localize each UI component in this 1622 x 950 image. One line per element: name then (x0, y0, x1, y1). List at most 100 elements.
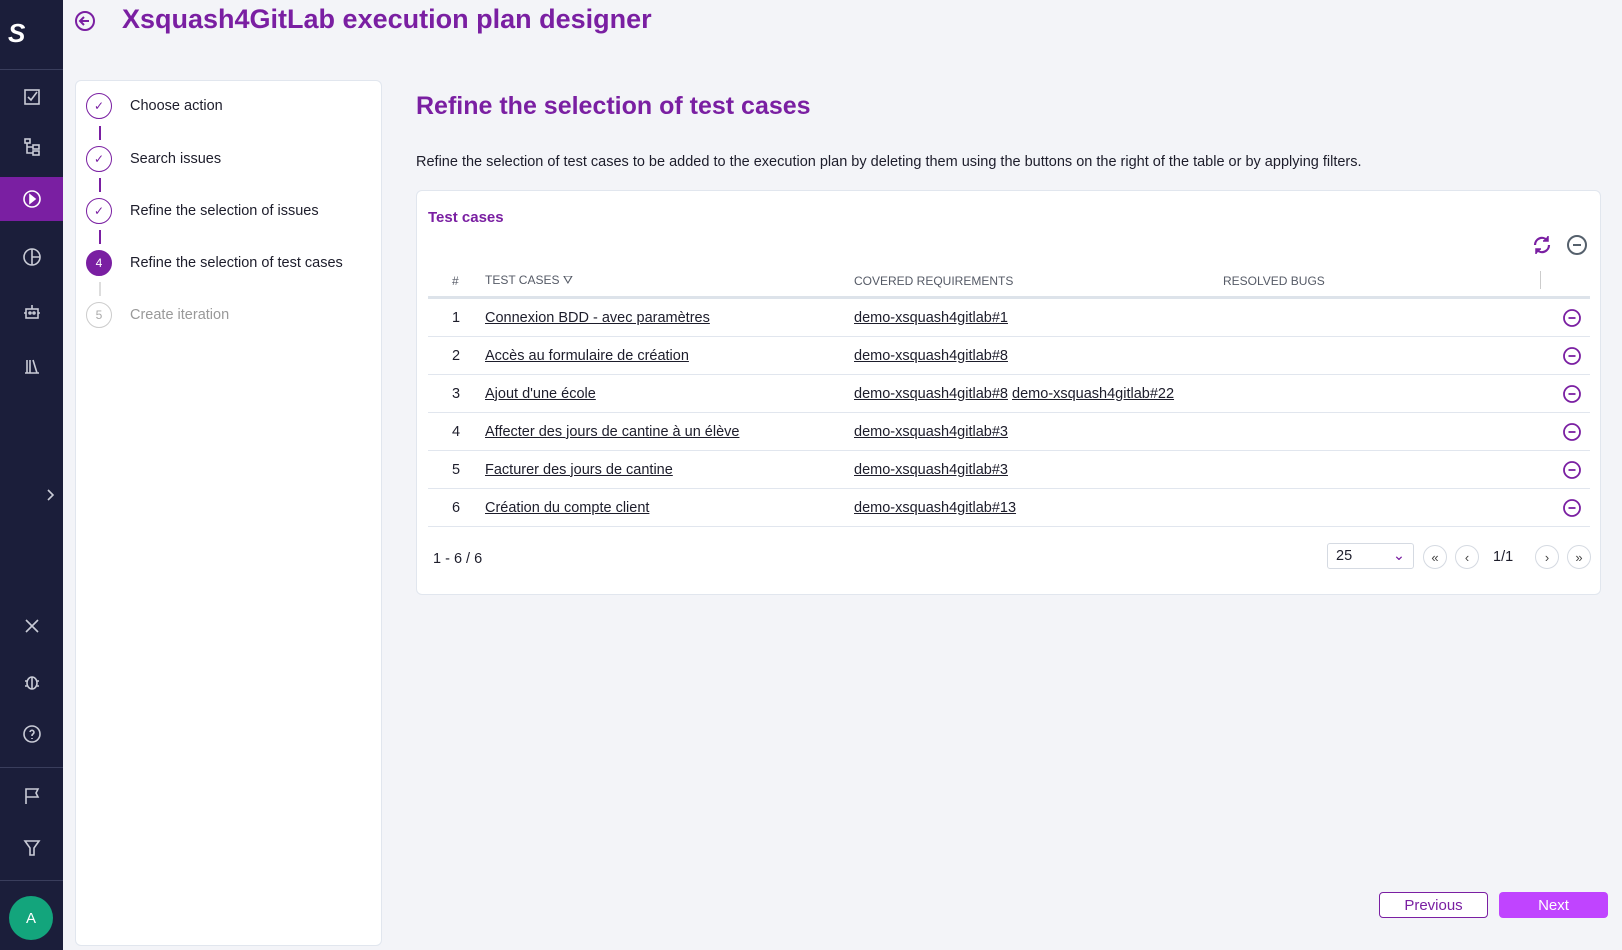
section-heading: Refine the selection of test cases (416, 92, 811, 120)
page-size-value: 25 (1336, 548, 1353, 564)
check-icon: ✓ (86, 146, 112, 172)
col-resolved-bugs: RESOLVED BUGS (1223, 273, 1325, 288)
divider (0, 880, 63, 881)
row-number: 2 (452, 347, 461, 364)
covered-requirements: demo-xsquash4gitlab#3 (854, 462, 1008, 478)
test-case-link[interactable]: Ajout d'une école (485, 385, 596, 402)
bug-icon[interactable] (0, 660, 63, 704)
step-number: 5 (86, 302, 112, 328)
remove-row-icon[interactable] (1562, 498, 1582, 518)
row-number: 6 (452, 499, 461, 516)
requirement-link[interactable]: demo-xsquash4gitlab#13 (854, 499, 1017, 516)
remove-row-icon[interactable] (1562, 308, 1582, 328)
step-choose-action: ✓ Choose action (86, 93, 223, 119)
remove-all-icon[interactable] (1566, 234, 1588, 256)
next-page-button[interactable]: › (1535, 545, 1559, 569)
col-test-cases[interactable]: TEST CASES ⛛ (485, 273, 573, 288)
filter-icon[interactable] (0, 826, 63, 870)
step-label: Choose action (130, 98, 223, 114)
col-divider (1540, 271, 1541, 289)
expand-chevron-icon[interactable] (18, 473, 81, 517)
step-label: Search issues (130, 151, 222, 167)
last-page-button[interactable]: » (1567, 545, 1591, 569)
automation-robot-icon[interactable] (0, 290, 63, 334)
remove-row-icon[interactable] (1562, 384, 1582, 404)
range-label: 1 - 6 / 6 (433, 551, 483, 567)
test-cases-table: # TEST CASES ⛛ COVERED REQUIREMENTS RESO… (428, 265, 1590, 527)
milestone-flag-icon[interactable] (0, 774, 63, 818)
row-number: 4 (452, 423, 461, 440)
table-row: 6 Création du compte client demo-xsquash… (428, 489, 1590, 527)
chevron-down-icon: ⌄ (1392, 548, 1405, 564)
step-search-issues: ✓ Search issues (86, 146, 221, 172)
tools-icon[interactable] (0, 604, 63, 648)
step-refine-issues: ✓ Refine the selection of issues (86, 198, 319, 224)
squash-logo[interactable]: S (8, 18, 26, 48)
table-row: 2 Accès au formulaire de création demo-x… (428, 337, 1590, 375)
divider (0, 767, 63, 768)
check-icon: ✓ (86, 93, 112, 119)
back-arrow-icon[interactable] (74, 10, 96, 32)
row-number: 1 (452, 309, 461, 326)
step-label: Refine the selection of issues (130, 203, 319, 219)
test-case-link[interactable]: Facturer des jours de cantine (485, 461, 673, 478)
page-size-select[interactable]: 25 ⌄ (1327, 543, 1414, 569)
avatar[interactable]: A (9, 896, 53, 940)
covered-requirements: demo-xsquash4gitlab#13 (854, 500, 1016, 516)
test-case-link[interactable]: Accès au formulaire de création (485, 347, 689, 364)
table-row: 4 Affecter des jours de cantine à un élè… (428, 413, 1590, 451)
step-refine-test-cases: 4 Refine the selection of test cases (86, 250, 343, 276)
test-case-link[interactable]: Affecter des jours de cantine à un élève (485, 423, 740, 440)
help-icon[interactable] (0, 712, 63, 756)
covered-requirements: demo-xsquash4gitlab#3 (854, 424, 1008, 440)
col-label: TEST CASES (485, 273, 560, 287)
previous-page-button[interactable]: ‹ (1455, 545, 1479, 569)
first-page-button[interactable]: « (1423, 545, 1447, 569)
divider (0, 69, 63, 70)
test-cases-card: Test cases # TEST CASES ⛛ COVERED REQUIR… (416, 190, 1601, 595)
page-title: Xsquash4GitLab execution plan designer (122, 4, 652, 34)
requirement-link[interactable]: demo-xsquash4gitlab#3 (854, 461, 1008, 478)
step-label: Refine the selection of test cases (130, 255, 343, 271)
requirement-link[interactable]: demo-xsquash4gitlab#8 (854, 385, 1008, 402)
requirement-link[interactable]: demo-xsquash4gitlab#22 (1012, 385, 1175, 402)
step-connector (99, 230, 101, 244)
remove-row-icon[interactable] (1562, 460, 1582, 480)
table-row: 1 Connexion BDD - avec paramètres demo-x… (428, 299, 1590, 337)
card-title: Test cases (428, 209, 504, 226)
remove-row-icon[interactable] (1562, 422, 1582, 442)
step-connector (99, 178, 101, 192)
step-create-iteration: 5 Create iteration (86, 302, 229, 328)
requirements-icon[interactable] (0, 75, 63, 119)
step-number: 4 (86, 250, 112, 276)
requirement-link[interactable]: demo-xsquash4gitlab#8 (854, 347, 1008, 364)
step-connector (99, 282, 101, 296)
filter-icon[interactable]: ⛛ (562, 273, 573, 287)
test-cases-tree-icon[interactable] (0, 125, 63, 169)
row-number: 3 (452, 385, 461, 402)
section-description: Refine the selection of test cases to be… (416, 154, 1362, 170)
covered-requirements: demo-xsquash4gitlab#1 (854, 310, 1008, 326)
requirement-link[interactable]: demo-xsquash4gitlab#3 (854, 423, 1008, 440)
requirement-link[interactable]: demo-xsquash4gitlab#1 (854, 309, 1008, 326)
remove-row-icon[interactable] (1562, 346, 1582, 366)
table-header: # TEST CASES ⛛ COVERED REQUIREMENTS RESO… (428, 265, 1590, 299)
step-label: Create iteration (130, 307, 230, 323)
covered-requirements: demo-xsquash4gitlab#8 demo-xsquash4gitla… (854, 386, 1174, 402)
col-covered-requirements: COVERED REQUIREMENTS (854, 273, 1014, 288)
covered-requirements: demo-xsquash4gitlab#8 (854, 348, 1008, 364)
library-icon[interactable] (0, 344, 63, 388)
sidebar: S A (0, 0, 63, 950)
test-case-link[interactable]: Création du compte client (485, 499, 650, 516)
page-indicator: 1/1 (1493, 549, 1514, 565)
previous-button[interactable]: Previous (1379, 892, 1488, 918)
step-connector (99, 126, 101, 140)
campaign-play-icon[interactable] (0, 177, 63, 221)
table-row: 3 Ajout d'une école demo-xsquash4gitlab#… (428, 375, 1590, 413)
next-button[interactable]: Next (1499, 892, 1608, 918)
test-case-link[interactable]: Connexion BDD - avec paramètres (485, 309, 710, 326)
stepper: ✓ Choose action ✓ Search issues ✓ Refine th… (75, 80, 382, 946)
table-row: 5 Facturer des jours de cantine demo-xsq… (428, 451, 1590, 489)
refresh-icon[interactable] (1531, 234, 1553, 256)
reports-pie-icon[interactable] (0, 235, 63, 279)
